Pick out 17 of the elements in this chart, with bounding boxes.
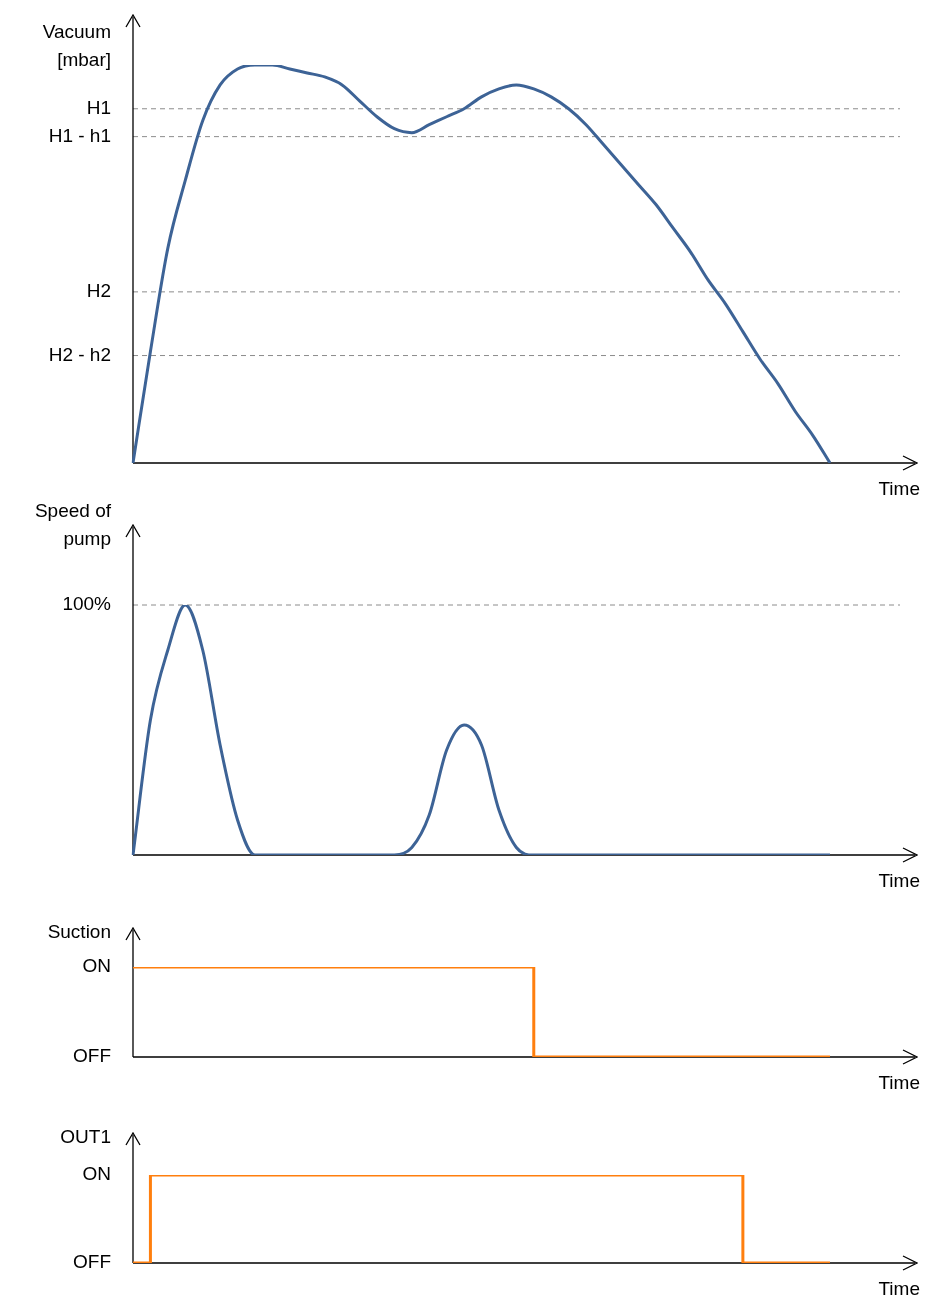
x-axis-title: Time xyxy=(878,1278,920,1300)
ref-line-label: H2 xyxy=(86,280,111,302)
x-axis-title: Time xyxy=(878,870,920,892)
y-axis-title: Vacuum [mbar] xyxy=(42,21,111,71)
ref-line-label: H1 xyxy=(86,97,111,119)
y-axis-title: Speed of pump xyxy=(34,500,112,550)
text: OFF xyxy=(73,1251,111,1273)
ref-line-label: 100% xyxy=(62,593,112,615)
y-axis-title: Suction xyxy=(47,921,111,943)
text: ON xyxy=(82,1163,111,1185)
ref-line-label: H2 - h2 xyxy=(48,343,111,365)
x-axis-title: Time xyxy=(878,1072,920,1094)
text: ON xyxy=(82,955,111,977)
text: OFF xyxy=(73,1045,111,1067)
x-axis-title: Time xyxy=(878,478,920,500)
ref-line-label: H1 - h1 xyxy=(48,124,111,146)
y-axis-title: OUT1 xyxy=(60,1126,111,1148)
